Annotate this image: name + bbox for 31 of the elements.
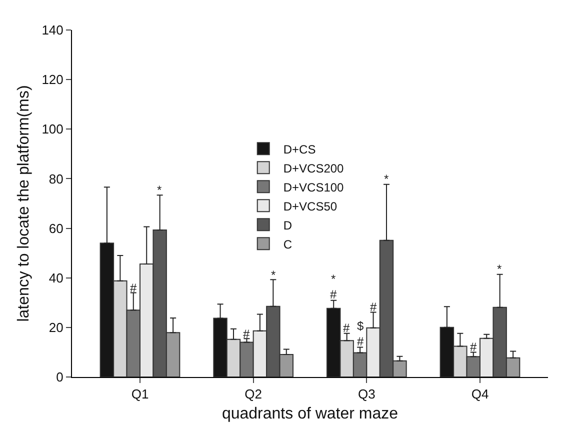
data-label: * # xyxy=(330,272,337,302)
y-tick-label: 80 xyxy=(48,171,64,186)
y-tick-label: 40 xyxy=(48,270,64,286)
legend-label: D+VCS100 xyxy=(283,180,344,194)
y-tick-label: 0 xyxy=(56,370,64,385)
x-tick-label: Q3 xyxy=(358,386,376,402)
data-label: # xyxy=(370,300,377,314)
data-label: # xyxy=(470,340,477,354)
x-tick-label: Q4 xyxy=(471,386,489,402)
y-tick-label: 20 xyxy=(48,320,64,335)
y-tick-label: 140 xyxy=(42,22,64,38)
data-label: * xyxy=(271,268,276,282)
data-label: # xyxy=(130,281,137,295)
data-label: # xyxy=(343,321,350,335)
data-label: * xyxy=(157,183,162,197)
legend-label: D+CS xyxy=(283,142,316,156)
legend-label: D xyxy=(283,218,292,232)
annotation: * xyxy=(384,172,389,186)
y-tick-label: 100 xyxy=(42,122,64,137)
y-axis-title: latency to locate the platform(ms) xyxy=(16,85,33,322)
legend-label: C xyxy=(283,237,292,252)
data-label: $ # xyxy=(357,319,364,349)
data-label: # xyxy=(243,327,250,341)
x-tick-label: Q2 xyxy=(244,386,262,402)
y-tick-label: 60 xyxy=(48,220,64,236)
legend-label: D+VCS200 xyxy=(283,161,344,176)
x-tick-label: Q1 xyxy=(131,386,149,402)
data-label: * xyxy=(497,262,502,276)
y-tick-label: 120 xyxy=(42,72,64,88)
x-axis-title: quadrants of water maze xyxy=(222,405,398,422)
legend-label: D+VCS50 xyxy=(283,199,338,214)
